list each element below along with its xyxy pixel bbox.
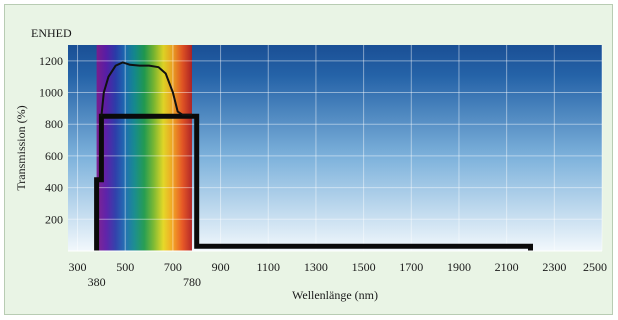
- y-tick-label: 800: [45, 117, 63, 131]
- y-tick-label: 600: [45, 149, 63, 163]
- chart-panel: ENHED 200 400 600 800 1000 1200 300 500 700 900 1…: [4, 4, 613, 315]
- spectrum-chart: ENHED 200 400 600 800 1000 1200 300 500 700 900 1…: [14, 26, 607, 302]
- y-axis-title: Transmission (%): [14, 105, 28, 190]
- y-tick-labels: 200 400 600 800 1000 1200: [39, 54, 63, 226]
- data-series: [94, 61, 533, 251]
- x-tick-label: 1300: [304, 260, 328, 274]
- x-tick-label: 500: [116, 260, 134, 274]
- transmission-bar-outline: [94, 113, 533, 251]
- y-tick-label: 400: [45, 181, 63, 195]
- x-tick-label: 1100: [256, 260, 280, 274]
- x-tick-label: 2500: [583, 260, 607, 274]
- y-tick-label: 1000: [39, 86, 63, 100]
- x-tick-label: 700: [164, 260, 182, 274]
- visible-spectrum-band: [96, 45, 192, 251]
- transmission-curve: [100, 61, 192, 117]
- x-secondary-tick-label: 380: [88, 275, 106, 289]
- x-tick-label: 900: [212, 260, 230, 274]
- x-axis-title: Wellenlänge (nm): [292, 288, 378, 302]
- grid-lines: [68, 45, 603, 251]
- y-tick-label: 1200: [39, 54, 63, 68]
- unit-label: ENHED: [31, 26, 72, 40]
- x-tick-label: 2300: [542, 260, 566, 274]
- y-tick-label: 200: [45, 212, 63, 226]
- x-tick-label: 2100: [495, 260, 519, 274]
- x-tick-label: 1700: [399, 260, 423, 274]
- x-tick-label: 1500: [352, 260, 376, 274]
- x-tick-label: 1900: [447, 260, 471, 274]
- x-secondary-tick-label: 780: [183, 275, 201, 289]
- x-secondary-tick-labels: 380 780: [88, 275, 201, 289]
- x-tick-labels: 300 500 700 900 1100 1300 1500 1700 1900 2100 2300…: [69, 260, 607, 274]
- x-tick-label: 300: [69, 260, 87, 274]
